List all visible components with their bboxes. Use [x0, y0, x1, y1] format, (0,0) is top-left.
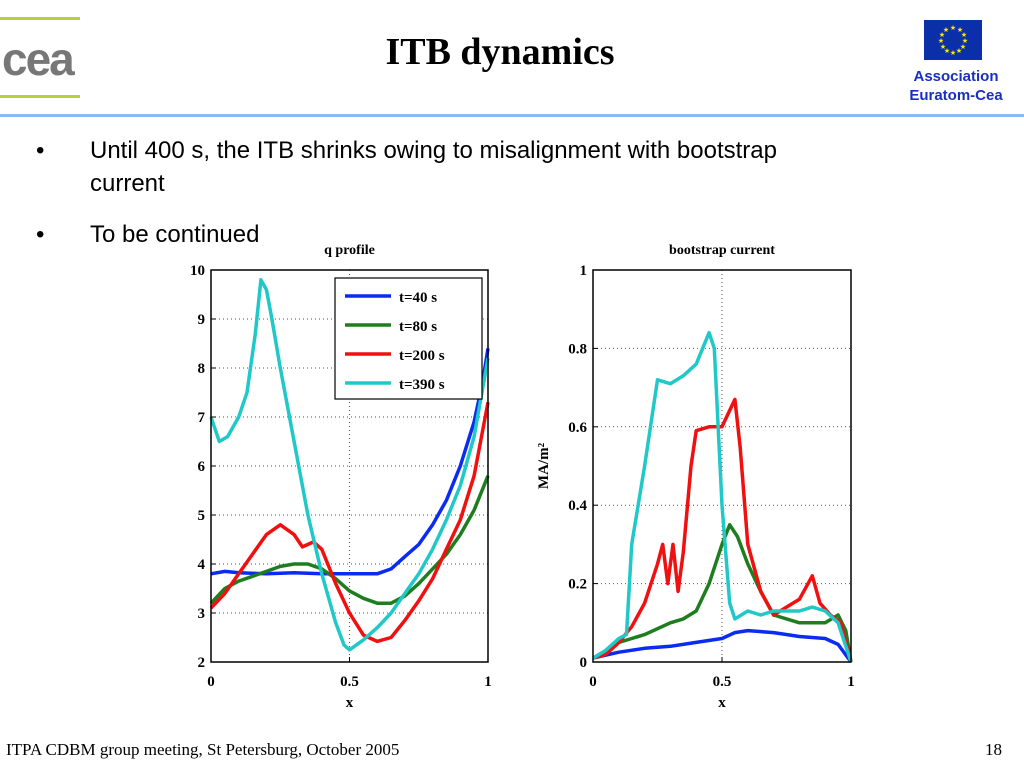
- bullet-1-line1: Until 400 s, the ITB shrinks owing to mi…: [90, 137, 777, 164]
- svg-text:★: ★: [956, 47, 962, 55]
- svg-text:★: ★: [960, 43, 966, 51]
- series-line-3: [209, 401, 490, 644]
- y-tick-label: 4: [198, 557, 206, 573]
- legend-label-2: t=80 s: [399, 319, 437, 335]
- footer-meeting: ITPA CDBM group meeting, St Petersburg, …: [6, 740, 400, 759]
- series-line-1: [592, 628, 853, 664]
- x-tick-label: 0: [589, 674, 597, 690]
- svg-text:★: ★: [950, 24, 956, 32]
- series-line-4: [592, 330, 853, 663]
- svg-text:★: ★: [950, 49, 956, 57]
- association-label: Association Euratom-Cea: [898, 67, 1014, 105]
- x-axis-label: x: [718, 695, 726, 711]
- y-tick-label: 5: [198, 508, 206, 524]
- logo-line-bottom: [0, 95, 80, 98]
- y-axis-label: MA/m²: [536, 442, 552, 489]
- svg-text:★: ★: [944, 47, 950, 55]
- x-tick-label: 1: [847, 674, 855, 690]
- bullet-1-line2: current: [90, 170, 165, 197]
- y-tick-label: 7: [198, 410, 206, 426]
- bullet-item-2: To be continued: [90, 218, 259, 251]
- y-tick-label: 0.8: [568, 341, 587, 357]
- svg-text:★: ★: [962, 37, 968, 45]
- svg-text:★: ★: [961, 31, 967, 39]
- bullet-marker: •: [36, 137, 45, 164]
- eu-flag-icon: ★ ★ ★ ★ ★ ★ ★ ★ ★ ★ ★ ★: [924, 20, 982, 60]
- x-tick-label: 1: [484, 674, 492, 690]
- logo-line-top: [0, 17, 80, 20]
- svg-text:★: ★: [940, 43, 946, 51]
- legend-label-1: t=40 s: [399, 290, 437, 306]
- y-tick-label: 2: [198, 655, 206, 671]
- x-tick-label: 0.5: [340, 674, 359, 690]
- y-tick-label: 8: [198, 361, 206, 377]
- chart-title: bootstrap current: [669, 243, 775, 258]
- y-tick-label: 0.4: [568, 498, 587, 514]
- association-line1: Association: [913, 68, 999, 85]
- y-tick-label: 0.6: [568, 420, 587, 436]
- series-line-3: [592, 397, 853, 663]
- svg-text:★: ★: [957, 26, 963, 34]
- slide-title: ITB dynamics: [385, 31, 615, 73]
- y-tick-label: 3: [198, 606, 206, 622]
- bootstrap-current-chart: bootstrap current 0 0.5 1 0 0.2 0.4 0.6 0.8 1 x MA/…: [536, 243, 855, 711]
- header-divider: [0, 114, 1024, 117]
- svg-text:★: ★: [943, 26, 949, 34]
- legend-label-4: t=390 s: [399, 377, 445, 393]
- y-tick-label: 0.2: [568, 577, 587, 593]
- association-line2: Euratom-Cea: [909, 87, 1003, 104]
- svg-text:★: ★: [938, 37, 944, 45]
- bullet-2-line1: To be continued: [90, 221, 260, 248]
- legend-box: [334, 277, 483, 400]
- series-line-4: [209, 278, 490, 652]
- x-tick-label: 0: [207, 674, 215, 690]
- legend-label-3: t=200 s: [399, 348, 445, 364]
- y-tick-label: 6: [198, 459, 206, 475]
- x-axis-label: x: [346, 695, 354, 711]
- bullet-marker: •: [36, 221, 45, 248]
- y-tick-label: 9: [198, 312, 206, 328]
- y-tick-label: 10: [190, 263, 205, 279]
- y-tick-label: 1: [580, 263, 588, 279]
- page-number: 18: [985, 740, 1002, 759]
- q-profile-chart: q profile 0 0.5 1 2 3 4 5 6 7 8 9 10 x t=40 s t=80 s t=2…: [190, 243, 492, 711]
- y-tick-label: 0: [580, 655, 588, 671]
- svg-text:★: ★: [939, 31, 945, 39]
- cea-logo: cea: [2, 33, 75, 85]
- bullet-item-1: Until 400 s, the ITB shrinks owing to mi…: [90, 134, 777, 200]
- chart-title: q profile: [324, 243, 375, 258]
- x-tick-label: 0.5: [713, 674, 732, 690]
